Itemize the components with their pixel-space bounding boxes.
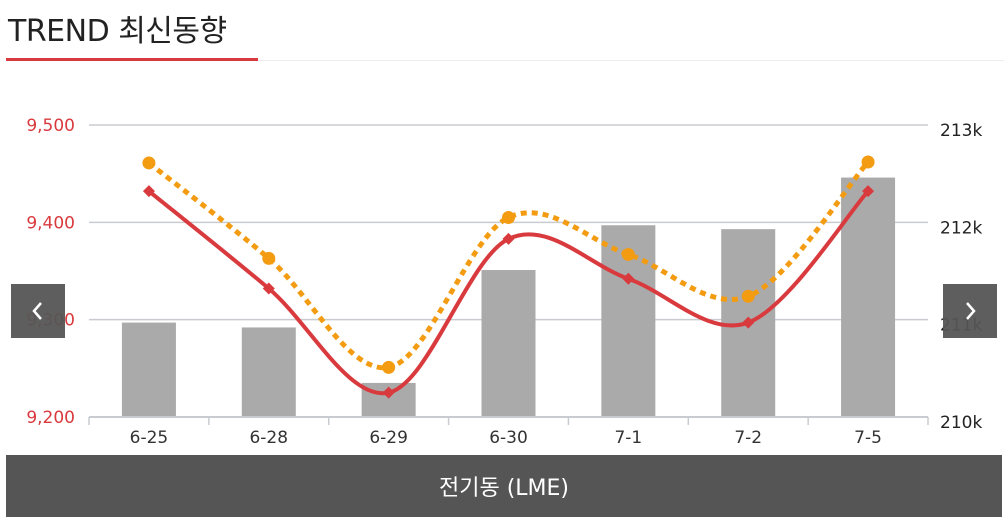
data-point bbox=[262, 251, 276, 265]
x-tick-label: 6-29 bbox=[369, 428, 408, 448]
data-point bbox=[382, 386, 395, 399]
y-right-tick-label: 210k bbox=[940, 413, 982, 433]
footer-label: 전기동 (LME) bbox=[438, 476, 570, 501]
page-title: TREND 최신동향 bbox=[8, 14, 227, 49]
chevron-left-icon bbox=[32, 302, 42, 320]
data-point bbox=[262, 282, 275, 295]
x-tick-label: 7-1 bbox=[614, 428, 642, 448]
data-point bbox=[382, 360, 396, 374]
x-tick-label: 7-2 bbox=[734, 428, 762, 448]
data-point bbox=[741, 289, 755, 303]
data-point bbox=[622, 272, 635, 285]
data-point bbox=[621, 247, 635, 261]
data-point bbox=[502, 232, 515, 245]
title-divider bbox=[258, 60, 1004, 61]
x-tick-label: 6-30 bbox=[489, 428, 528, 448]
data-point bbox=[502, 210, 515, 224]
x-tick-label: 7-5 bbox=[854, 428, 882, 448]
prev-button[interactable] bbox=[11, 284, 65, 338]
next-button[interactable] bbox=[943, 284, 997, 338]
x-tick-label: 6-25 bbox=[130, 428, 169, 448]
y-left-tick-label: 9,400 bbox=[26, 213, 75, 233]
trend-chart: 9,2009,3009,4009,500210k211k212k213k6-25… bbox=[26, 116, 982, 448]
chevron-right-icon bbox=[966, 302, 976, 320]
data-point bbox=[861, 155, 875, 169]
bar bbox=[241, 327, 296, 417]
title-underline bbox=[6, 58, 258, 61]
data-point bbox=[862, 185, 875, 198]
footer-bar: 전기동 (LME) bbox=[6, 455, 1002, 517]
y-right-tick-label: 212k bbox=[940, 218, 982, 238]
data-point bbox=[142, 185, 155, 198]
y-right-tick-label: 213k bbox=[940, 121, 982, 141]
y-left-tick-label: 9,200 bbox=[26, 408, 75, 428]
data-point bbox=[742, 316, 755, 329]
data-point bbox=[142, 156, 156, 170]
x-tick-label: 6-28 bbox=[249, 428, 288, 448]
y-left-tick-label: 9,500 bbox=[26, 116, 75, 136]
bar bbox=[481, 270, 536, 417]
bar bbox=[121, 322, 176, 417]
